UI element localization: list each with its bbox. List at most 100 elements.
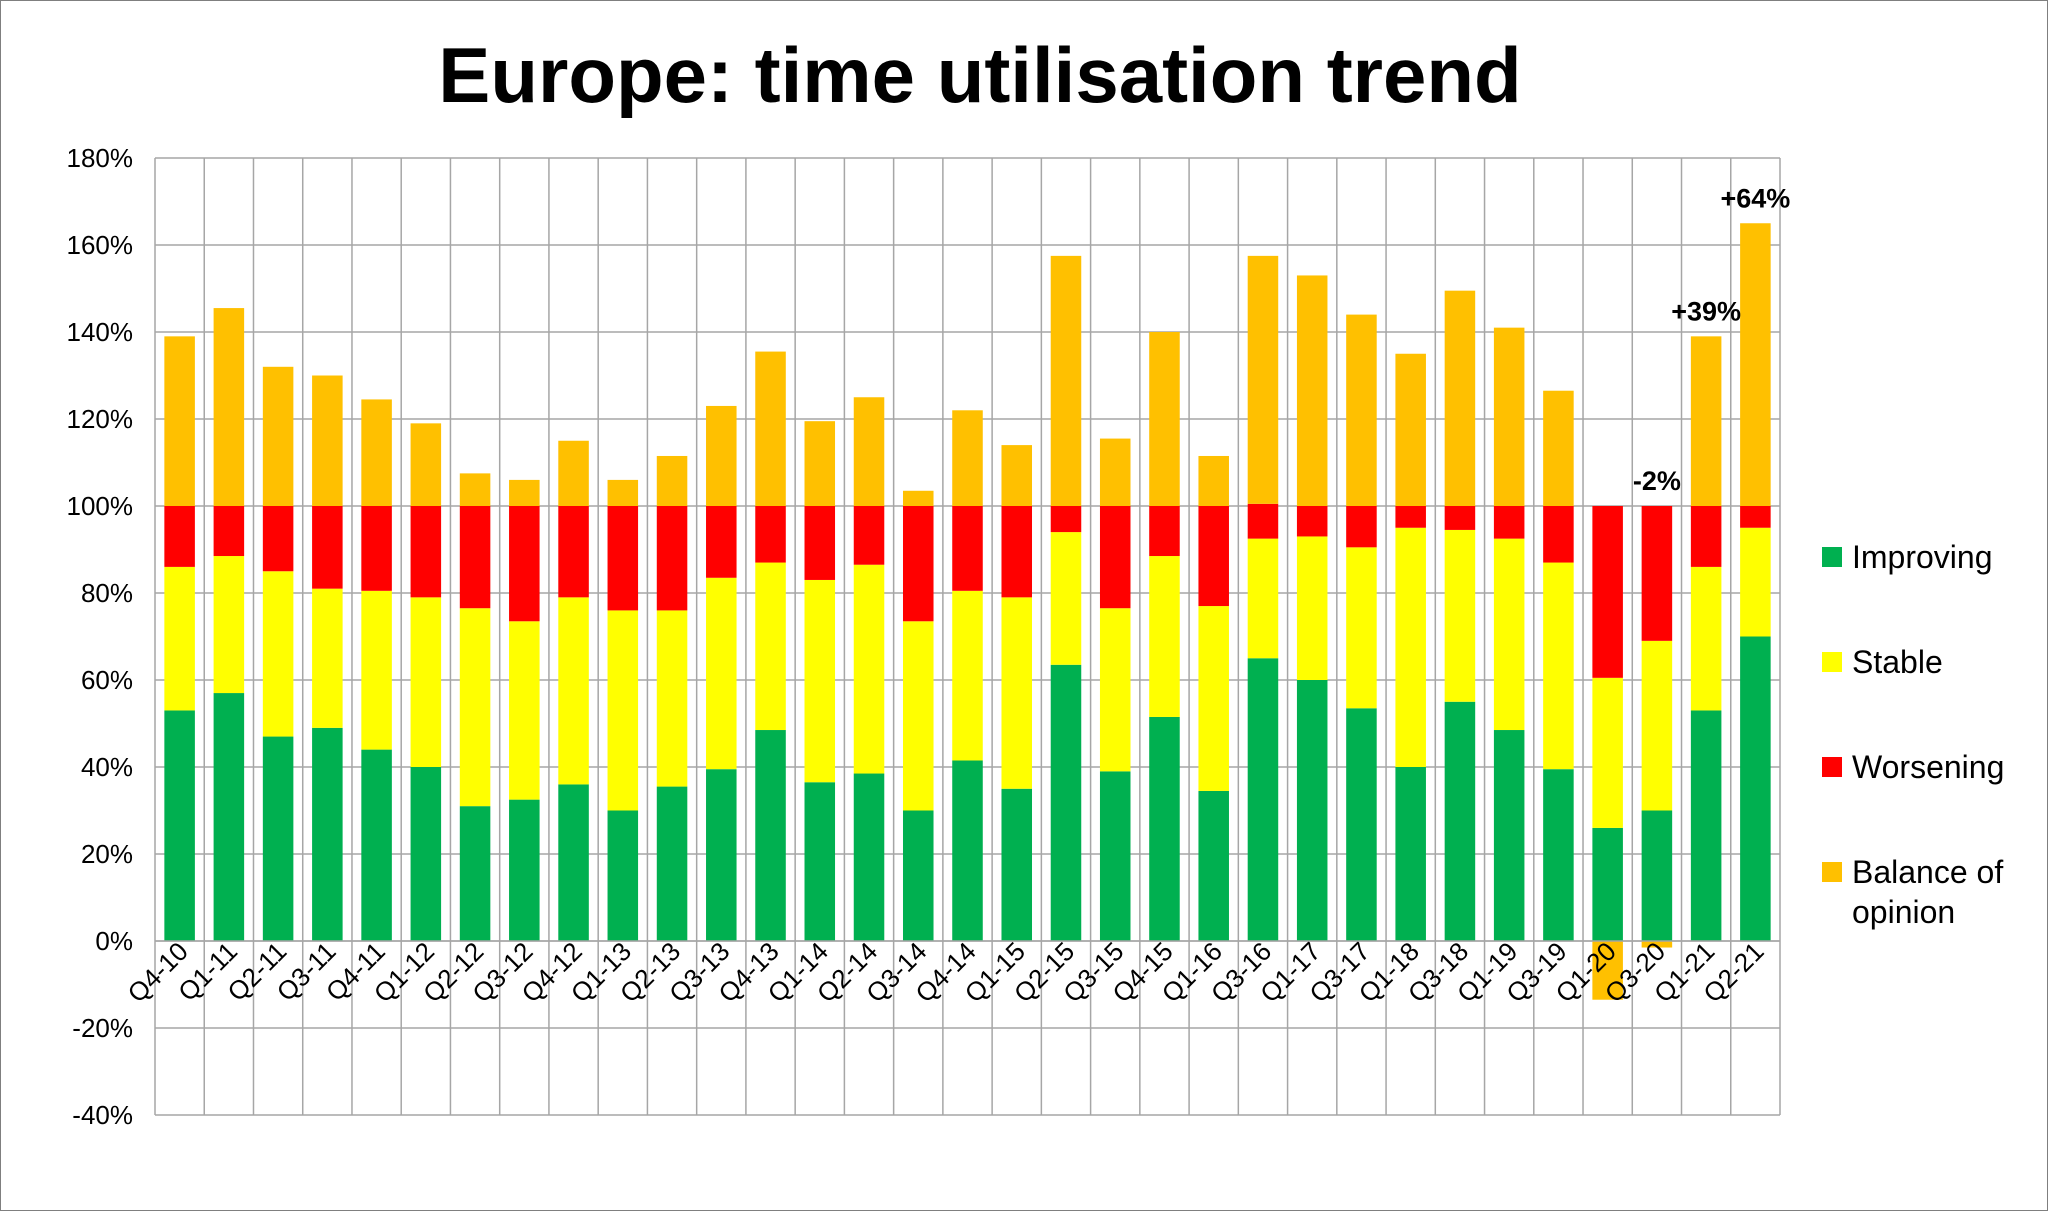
data-label: +64% (1720, 183, 1790, 213)
bar-segment-balance-of-opinion (607, 479, 639, 506)
bar-segment-stable (459, 608, 491, 807)
bar-segment-stable (1690, 566, 1722, 711)
y-tick-label: 0% (95, 926, 133, 956)
bar-segment-improving (1395, 767, 1426, 941)
bar-segment-improving (1543, 769, 1574, 941)
y-tick-label: 60% (81, 665, 133, 695)
bar-segment-stable (1247, 538, 1279, 659)
y-tick-label: 20% (81, 839, 133, 869)
legend-label-stable: Stable (1852, 644, 1943, 680)
bar-segment-balance-of-opinion (755, 351, 786, 506)
bar-segment-worsening (1543, 506, 1574, 563)
bar-segment-balance-of-opinion (361, 399, 392, 506)
bar-segment-improving (1444, 701, 1476, 941)
bar-segment-improving (1346, 708, 1377, 941)
bar-segment-balance-of-opinion (410, 423, 442, 506)
bar-segment-improving (509, 799, 540, 941)
bar-segment-balance-of-opinion (1543, 390, 1574, 506)
bar-segment-balance-of-opinion (1296, 275, 1328, 506)
bar-segment-improving (1247, 658, 1279, 941)
bar-segment-improving (361, 749, 392, 941)
legend: Improving Stable Worsening Balance of opinio… (1822, 539, 2004, 930)
bar-segment-balance-of-opinion (164, 336, 195, 506)
bar-segment-stable (853, 564, 885, 774)
bar-segment-stable (607, 610, 639, 811)
bar-segment-improving (1740, 636, 1771, 941)
bar-segment-balance-of-opinion (1001, 445, 1033, 506)
bar-segment-balance-of-opinion (1099, 438, 1131, 506)
bar-segment-worsening (1395, 506, 1426, 528)
bar-segment-improving (1296, 680, 1328, 941)
y-tick-label: 100% (67, 491, 134, 521)
bar-segment-stable (213, 556, 245, 694)
data-label: -2% (1633, 466, 1681, 496)
bar-segment-balance-of-opinion (1592, 941, 1623, 1000)
bar-segment-improving (1641, 810, 1673, 941)
bar-segment-improving (410, 767, 442, 941)
bar-segment-balance-of-opinion (1690, 336, 1722, 506)
bar-segment-stable (1001, 597, 1033, 789)
bar-segment-worsening (1641, 506, 1673, 641)
bar-segment-stable (1395, 527, 1426, 767)
bar-segment-improving (164, 710, 195, 941)
bar-segment-improving (804, 782, 836, 941)
bar-segment-stable (1346, 547, 1377, 709)
bar-segment-worsening (952, 506, 983, 591)
bar-segment-stable (558, 597, 589, 785)
bar-segment-balance-of-opinion (213, 308, 245, 506)
bar-segment-worsening (1444, 506, 1476, 530)
bar-segment-worsening (262, 506, 294, 572)
bar-segment-improving (755, 730, 786, 941)
bar-segment-worsening (853, 506, 885, 565)
bar-segment-improving (1050, 664, 1082, 941)
bar-segment-worsening (656, 506, 688, 611)
bar-segment-worsening (361, 506, 392, 591)
bar-segment-improving (1198, 790, 1229, 941)
y-tick-label: -40% (72, 1100, 133, 1130)
bar-segment-worsening (1346, 506, 1377, 548)
bar-segment-worsening (804, 506, 836, 580)
bar-segment-worsening (164, 506, 195, 567)
bar-segment-stable (1493, 538, 1525, 731)
bar-segment-worsening (1296, 506, 1328, 537)
bar-segment-stable (1740, 527, 1771, 637)
bar-segment-balance-of-opinion (706, 405, 737, 506)
bar-segment-improving (213, 693, 245, 941)
bar-segment-worsening (755, 506, 786, 563)
legend-label-worsening: Worsening (1852, 749, 2004, 785)
bar-segment-worsening (706, 506, 737, 578)
bar-segment-improving (1001, 788, 1033, 941)
bar-segment-stable (1641, 640, 1673, 811)
label-layer: -2% +39% +64% (1633, 183, 1790, 496)
bar-segment-improving (902, 810, 934, 941)
y-tick-label: 140% (67, 317, 134, 347)
bar-segment-stable (1198, 606, 1229, 791)
bar-segment-stable (1099, 608, 1131, 772)
legend-swatch-worsening (1822, 757, 1842, 777)
y-tick-label: 40% (81, 752, 133, 782)
bar-segment-balance-of-opinion (952, 410, 983, 506)
legend-label-improving: Improving (1852, 539, 1993, 575)
bar-segment-balance-of-opinion (312, 375, 343, 506)
bar-segment-improving (262, 736, 294, 941)
bar-segment-stable (1050, 532, 1082, 665)
bar-segment-balance-of-opinion (1247, 255, 1279, 504)
bar-segment-balance-of-opinion (1050, 255, 1082, 506)
bar-segment-worsening (459, 506, 491, 609)
bar-segment-improving (1690, 710, 1722, 941)
bar-segment-stable (656, 610, 688, 787)
legend-label-balance-of-opinion: Balance of opinion (1852, 854, 2003, 930)
bar-segment-balance-of-opinion (459, 473, 491, 506)
bar-segment-balance-of-opinion (1444, 290, 1476, 506)
bar-segment-worsening (312, 506, 343, 589)
bar-segment-worsening (558, 506, 589, 598)
bar-segment-improving (1493, 730, 1525, 941)
bar-segment-stable (952, 590, 983, 761)
bar-segment-worsening (213, 506, 245, 557)
bar-segment-worsening (1149, 506, 1180, 557)
bar-layer (164, 223, 1771, 1000)
bar-segment-balance-of-opinion (509, 479, 540, 506)
bar-segment-worsening (1198, 506, 1229, 607)
bar-segment-balance-of-opinion (1641, 941, 1673, 948)
bar-segment-balance-of-opinion (262, 366, 294, 506)
